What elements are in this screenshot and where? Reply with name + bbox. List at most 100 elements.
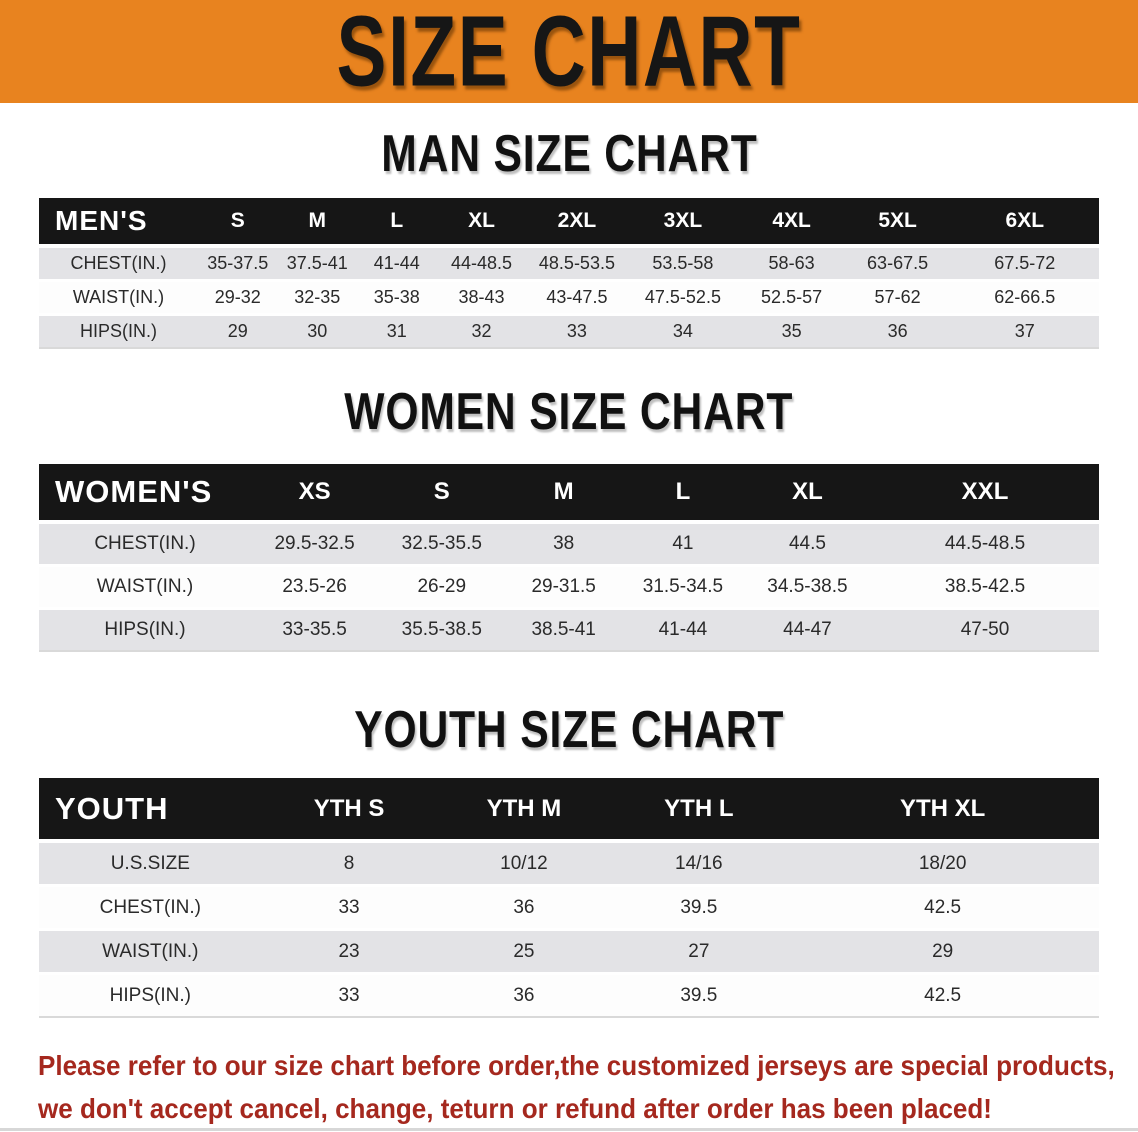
table-label: WOMEN'S — [39, 464, 251, 524]
size-value: 31.5-34.5 — [621, 567, 744, 610]
column-header: 6XL — [950, 198, 1099, 248]
size-value: 34.5-38.5 — [743, 567, 872, 610]
bottom-divider — [0, 1128, 1138, 1131]
size-table: WOMEN'S XS S M L XL XXL CHEST(IN.) 29.5-32.5 32.5… — [39, 464, 1099, 652]
size-value: 35-38 — [357, 282, 437, 316]
header-row: MEN'S S M L XL 2XL 3XL 4XL 5XL 6XL — [39, 198, 1099, 248]
table-row: WAIST(IN.) 23 25 27 29 — [39, 931, 1099, 975]
size-value: 44-47 — [743, 610, 872, 652]
size-value: 36 — [436, 975, 612, 1018]
size-value: 35 — [738, 316, 845, 349]
table-row: WAIST(IN.) 23.5-26 26-29 29-31.5 31.5-34.5 34… — [39, 567, 1099, 610]
size-value: 32-35 — [277, 282, 357, 316]
size-value: 44.5-48.5 — [871, 524, 1099, 567]
size-section-2: YOUTH SIZE CHART YOUTH YTH S YTH M YTH L YTH … — [0, 704, 1138, 1018]
size-value: 63-67.5 — [844, 248, 951, 282]
size-value: 10/12 — [436, 843, 612, 887]
size-table: YOUTH YTH S YTH M YTH L YTH XL U.S.SIZE 8 10/12… — [39, 778, 1099, 1018]
column-header: L — [357, 198, 437, 248]
size-value: 33 — [261, 887, 437, 931]
row-label: U.S.SIZE — [39, 843, 262, 887]
size-value: 38.5-41 — [505, 610, 622, 652]
table-label: MEN'S — [39, 198, 198, 248]
table-row: WAIST(IN.) 29-32 32-35 35-38 38-43 43-47.5 47.… — [39, 282, 1099, 316]
column-header: S — [378, 464, 506, 524]
size-value: 8 — [261, 843, 437, 887]
row-label: CHEST(IN.) — [39, 887, 262, 931]
size-value: 29-31.5 — [505, 567, 622, 610]
header-row: YOUTH YTH S YTH M YTH L YTH XL — [39, 778, 1099, 843]
column-header: 5XL — [844, 198, 951, 248]
size-value: 36 — [844, 316, 951, 349]
section-title-text: WOMEN SIZE CHART — [344, 383, 794, 441]
notice-line-1: Please refer to our size chart before or… — [38, 1050, 1115, 1081]
size-value: 39.5 — [611, 975, 787, 1018]
size-value: 41-44 — [621, 610, 744, 652]
size-value: 23 — [261, 931, 437, 975]
size-value: 26-29 — [378, 567, 506, 610]
table-row: HIPS(IN.) 29 30 31 32 33 34 35 36 37 — [39, 316, 1099, 349]
size-value: 37.5-41 — [277, 248, 357, 282]
size-value: 38.5-42.5 — [871, 567, 1099, 610]
column-header: YTH S — [261, 778, 437, 843]
size-value: 41 — [621, 524, 744, 567]
row-label: CHEST(IN.) — [39, 524, 251, 567]
size-value: 37 — [950, 316, 1099, 349]
column-header: YTH XL — [786, 778, 1099, 843]
column-header: 3XL — [627, 198, 739, 248]
section-title: WOMEN SIZE CHART — [0, 386, 1138, 438]
size-value: 30 — [277, 316, 357, 349]
size-value: 38-43 — [436, 282, 527, 316]
table-row: HIPS(IN.) 33 36 39.5 42.5 — [39, 975, 1099, 1018]
table-label: YOUTH — [39, 778, 262, 843]
column-header: L — [621, 464, 744, 524]
size-value: 23.5-26 — [251, 567, 379, 610]
table-row: U.S.SIZE 8 10/12 14/16 18/20 — [39, 843, 1099, 887]
size-value: 27 — [611, 931, 787, 975]
size-value: 29 — [786, 931, 1099, 975]
size-section-0: MAN SIZE CHART MEN'S S M L XL 2XL 3XL 4XL 5XL 6XL C… — [0, 128, 1138, 349]
size-value: 14/16 — [611, 843, 787, 887]
row-label: WAIST(IN.) — [39, 282, 198, 316]
column-header: 2XL — [526, 198, 628, 248]
size-value: 35-37.5 — [198, 248, 278, 282]
size-value: 29 — [198, 316, 278, 349]
size-value: 43-47.5 — [526, 282, 628, 316]
size-value: 67.5-72 — [950, 248, 1099, 282]
size-value: 52.5-57 — [738, 282, 845, 316]
column-header: XS — [251, 464, 379, 524]
column-header: S — [198, 198, 278, 248]
row-label: HIPS(IN.) — [39, 316, 198, 349]
size-table: MEN'S S M L XL 2XL 3XL 4XL 5XL 6XL CHEST(IN.) 35-37… — [39, 198, 1099, 349]
row-label: CHEST(IN.) — [39, 248, 198, 282]
size-value: 38 — [505, 524, 622, 567]
size-value: 32 — [436, 316, 527, 349]
size-value: 29-32 — [198, 282, 278, 316]
size-value: 41-44 — [357, 248, 437, 282]
order-notice: Please refer to our size chart before or… — [0, 1044, 1138, 1131]
notice-line-2: we don't accept cancel, change, teturn o… — [38, 1093, 992, 1125]
table-row: HIPS(IN.) 33-35.5 35.5-38.5 38.5-41 41-44 44-… — [39, 610, 1099, 652]
size-value: 57-62 — [844, 282, 951, 316]
column-header: XXL — [871, 464, 1099, 524]
column-header: YTH L — [611, 778, 787, 843]
section-title: YOUTH SIZE CHART — [0, 704, 1138, 756]
column-header: M — [277, 198, 357, 248]
size-value: 47.5-52.5 — [627, 282, 739, 316]
size-value: 25 — [436, 931, 612, 975]
header-row: WOMEN'S XS S M L XL XXL — [39, 464, 1099, 524]
size-value: 32.5-35.5 — [378, 524, 506, 567]
section-title: MAN SIZE CHART — [0, 128, 1138, 180]
section-title-text: YOUTH SIZE CHART — [353, 701, 785, 759]
size-chart-banner: SIZE CHART — [0, 0, 1138, 103]
size-value: 39.5 — [611, 887, 787, 931]
column-header: M — [505, 464, 622, 524]
row-label: WAIST(IN.) — [39, 931, 262, 975]
size-value: 34 — [627, 316, 739, 349]
table-row: CHEST(IN.) 33 36 39.5 42.5 — [39, 887, 1099, 931]
size-chart-sections: MAN SIZE CHART MEN'S S M L XL 2XL 3XL 4XL 5XL 6XL C… — [0, 128, 1138, 1018]
size-value: 44.5 — [743, 524, 872, 567]
size-value: 48.5-53.5 — [526, 248, 628, 282]
size-value: 62-66.5 — [950, 282, 1099, 316]
column-header: 4XL — [738, 198, 845, 248]
